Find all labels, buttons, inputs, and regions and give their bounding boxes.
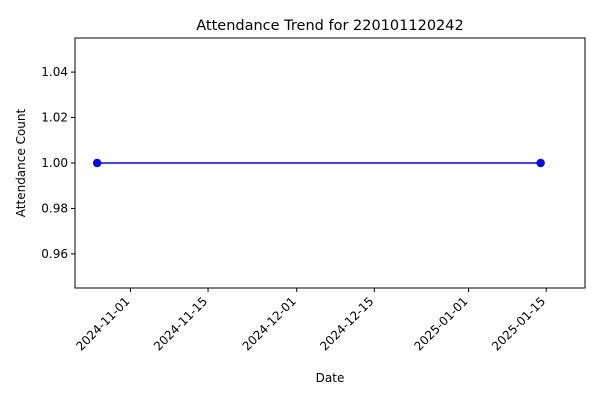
y-tick-label: 0.96 [41, 247, 68, 261]
x-tick-label: 2024-11-01 [73, 294, 132, 353]
x-tick-label: 2025-01-15 [489, 294, 548, 353]
x-tick-label: 2025-01-01 [411, 294, 470, 353]
chart-title: Attendance Trend for 220101120242 [196, 18, 463, 34]
data-point [536, 158, 545, 168]
y-tick-label: 0.98 [41, 201, 68, 215]
y-tick-label: 1.04 [41, 65, 68, 79]
plot-area [92, 158, 545, 168]
y-tick-label: 1.00 [41, 156, 68, 170]
data-point [92, 158, 102, 168]
x-tick-label: 2024-12-15 [317, 294, 376, 353]
x-tick-label: 2024-11-15 [151, 294, 210, 353]
x-axis-label: Date [316, 371, 345, 385]
x-axis: 2024-11-01 2024-11-15 2024-12-01 2024-12-15… [73, 288, 548, 353]
y-tick-label: 1.02 [41, 111, 68, 125]
y-axis: 0.96 0.98 1.00 1.02 1.04 [41, 65, 75, 261]
y-axis-label: Attendance Count [14, 109, 28, 218]
x-tick-label: 2024-12-01 [240, 294, 299, 353]
